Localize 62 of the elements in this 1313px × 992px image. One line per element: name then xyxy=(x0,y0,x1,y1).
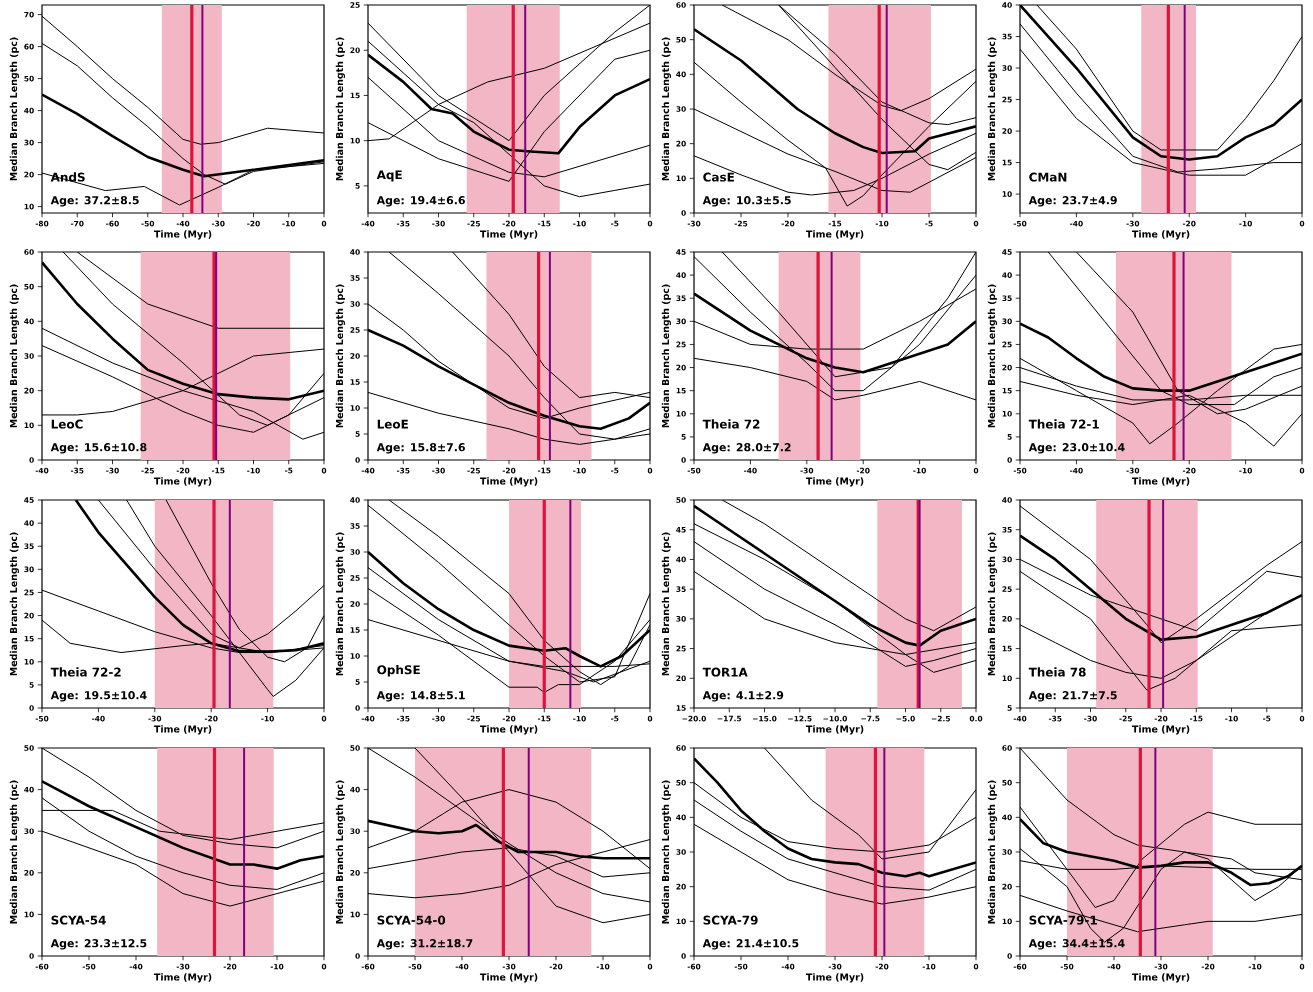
x-axis-title: Time (Myr) xyxy=(153,230,212,240)
annotation: LeoC xyxy=(51,419,83,429)
x-axis-title: Time (Myr) xyxy=(153,477,212,487)
x-axis-title: Time (Myr) xyxy=(1131,230,1190,240)
x-axis-title: Time (Myr) xyxy=(805,725,864,735)
y-axis-title: Median Branch Length (pc) xyxy=(987,284,998,428)
x-axis-title: Time (Myr) xyxy=(805,973,864,983)
x-axis-title: Time (Myr) xyxy=(479,230,538,240)
y-axis-title: Median Branch Length (pc) xyxy=(661,532,671,676)
annotation: TOR1A xyxy=(702,667,748,677)
y-axis-title: Median Branch Length (pc) xyxy=(987,532,998,676)
annotation: LeoE xyxy=(377,419,408,429)
x-axis-title: Time (Myr) xyxy=(1131,973,1190,983)
annotation: OphSE xyxy=(377,665,420,677)
x-axis-title: Time (Myr) xyxy=(1131,477,1190,487)
annotation: Age: 21.7±7.5 xyxy=(1028,691,1117,702)
annotation: Age: 15.6±10.8 xyxy=(50,443,147,454)
y-axis-title: Median Branch Length (pc) xyxy=(661,284,671,428)
y-axis-title: Median Branch Length (pc) xyxy=(335,37,345,181)
annotation: AqE xyxy=(376,170,402,182)
annotation: Age: 31.2±18.7 xyxy=(376,939,473,950)
y-axis-title: Median Branch Length (pc) xyxy=(335,532,345,676)
y-axis-title: Median Branch Length (pc) xyxy=(661,37,671,181)
annotation: Age: 37.2±8.5 xyxy=(50,196,139,207)
y-axis-title: Median Branch Length (pc) xyxy=(335,284,345,428)
annotation: Age: 28.0±7.2 xyxy=(702,443,791,454)
annotation: SCYA-79 xyxy=(703,915,758,925)
annotation: Age: 4.1±2.9 xyxy=(702,691,784,702)
annotation: SCYA-54-0 xyxy=(377,915,446,925)
x-axis-title: Time (Myr) xyxy=(153,725,212,735)
annotation: Age: 14.8±5.1 xyxy=(376,691,465,702)
annotation: SCYA-54 xyxy=(51,915,106,925)
y-axis-title: Median Branch Length (pc) xyxy=(987,780,998,924)
y-axis-title: Median Branch Length (pc) xyxy=(9,532,19,676)
annotation: Age: 15.8±7.6 xyxy=(376,443,465,454)
y-axis-title: Median Branch Length (pc) xyxy=(335,780,345,924)
y-axis-title: Median Branch Length (pc) xyxy=(9,284,19,428)
annotation: Age: 34.4±15.4 xyxy=(1028,939,1125,950)
x-axis-title: Time (Myr) xyxy=(479,725,538,735)
annotation: Theia 72 xyxy=(702,419,760,429)
x-axis-title: Time (Myr) xyxy=(479,973,538,983)
y-axis-title: Median Branch Length (pc) xyxy=(661,780,671,924)
annotation: CasE xyxy=(703,172,734,182)
annotation: Age: 19.5±10.4 xyxy=(50,691,147,702)
x-axis-title: Time (Myr) xyxy=(805,477,864,487)
y-axis-title: Median Branch Length (pc) xyxy=(9,780,19,924)
x-axis-title: Time (Myr) xyxy=(1131,725,1190,735)
annotation: Age: 21.4±10.5 xyxy=(702,939,799,950)
annotation: Theia 72-2 xyxy=(50,667,121,677)
annotation: Age: 23.3±12.5 xyxy=(50,939,147,950)
x-axis-title: Time (Myr) xyxy=(479,477,538,487)
annotation: CMaN xyxy=(1029,172,1067,182)
y-axis-title: Median Branch Length (pc) xyxy=(9,37,19,181)
annotation: Age: 10.3±5.5 xyxy=(702,196,791,207)
annotation: Age: 23.0±10.4 xyxy=(1028,443,1125,454)
y-axis-title: Median Branch Length (pc) xyxy=(987,37,998,181)
x-axis-title: Time (Myr) xyxy=(805,230,864,240)
x-axis-title: Time (Myr) xyxy=(153,973,212,983)
annotation: Theia 78 xyxy=(1028,667,1086,677)
annotation: Age: 19.4±6.6 xyxy=(376,196,465,207)
annotation: Theia 72-1 xyxy=(1028,419,1099,429)
annotation: Age: 23.7±4.9 xyxy=(1028,196,1117,207)
